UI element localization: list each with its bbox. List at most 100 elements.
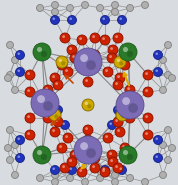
Circle shape xyxy=(70,150,80,160)
Circle shape xyxy=(67,4,74,11)
Circle shape xyxy=(123,47,128,52)
Circle shape xyxy=(43,101,53,111)
Circle shape xyxy=(120,143,130,153)
Circle shape xyxy=(109,122,112,125)
Circle shape xyxy=(57,60,67,70)
Circle shape xyxy=(122,62,125,65)
Circle shape xyxy=(69,17,72,20)
Circle shape xyxy=(119,112,122,115)
Circle shape xyxy=(143,87,153,97)
Circle shape xyxy=(77,167,87,177)
Circle shape xyxy=(169,144,176,152)
Circle shape xyxy=(159,56,166,63)
Circle shape xyxy=(67,45,77,55)
Circle shape xyxy=(54,114,58,118)
Circle shape xyxy=(27,89,30,92)
Circle shape xyxy=(117,75,120,78)
Circle shape xyxy=(67,16,77,24)
Circle shape xyxy=(145,89,148,92)
Circle shape xyxy=(67,166,77,174)
Circle shape xyxy=(72,55,75,58)
Circle shape xyxy=(123,150,128,155)
Circle shape xyxy=(59,59,62,62)
Circle shape xyxy=(119,61,123,65)
Circle shape xyxy=(114,56,126,68)
Circle shape xyxy=(36,174,43,181)
Circle shape xyxy=(65,69,68,72)
Circle shape xyxy=(127,115,130,118)
Circle shape xyxy=(51,16,59,24)
Circle shape xyxy=(100,167,110,177)
Circle shape xyxy=(27,132,30,135)
Circle shape xyxy=(51,179,59,185)
Circle shape xyxy=(127,4,134,11)
Circle shape xyxy=(90,50,100,60)
Circle shape xyxy=(82,1,88,9)
Circle shape xyxy=(119,17,122,20)
Circle shape xyxy=(90,163,100,173)
Circle shape xyxy=(62,165,65,168)
Circle shape xyxy=(109,55,112,58)
Circle shape xyxy=(116,109,128,121)
Circle shape xyxy=(69,47,72,50)
Circle shape xyxy=(92,52,95,55)
Circle shape xyxy=(86,148,96,158)
Circle shape xyxy=(82,179,88,185)
Circle shape xyxy=(63,67,73,77)
Circle shape xyxy=(12,56,19,63)
Circle shape xyxy=(62,122,65,125)
Circle shape xyxy=(15,68,25,77)
Circle shape xyxy=(120,60,130,70)
Circle shape xyxy=(25,130,35,140)
Circle shape xyxy=(80,54,88,62)
Circle shape xyxy=(110,47,113,50)
Circle shape xyxy=(27,72,30,75)
Circle shape xyxy=(125,85,135,95)
Circle shape xyxy=(115,35,118,38)
Circle shape xyxy=(49,109,61,121)
Circle shape xyxy=(102,169,105,172)
Circle shape xyxy=(12,171,19,179)
Circle shape xyxy=(143,130,153,140)
Circle shape xyxy=(117,129,120,132)
Circle shape xyxy=(51,9,59,16)
Circle shape xyxy=(85,102,88,105)
Circle shape xyxy=(50,73,60,83)
Circle shape xyxy=(113,117,123,127)
Circle shape xyxy=(45,115,48,118)
Circle shape xyxy=(90,33,100,43)
Circle shape xyxy=(153,51,163,60)
Circle shape xyxy=(43,85,53,95)
Circle shape xyxy=(122,145,125,148)
Circle shape xyxy=(50,127,60,137)
Circle shape xyxy=(145,132,148,135)
Circle shape xyxy=(121,114,125,118)
Circle shape xyxy=(69,167,72,170)
Circle shape xyxy=(122,97,130,105)
Circle shape xyxy=(143,113,153,123)
Circle shape xyxy=(164,71,171,78)
Circle shape xyxy=(116,107,118,110)
Circle shape xyxy=(17,155,20,158)
Circle shape xyxy=(103,133,113,143)
Circle shape xyxy=(108,120,116,130)
Circle shape xyxy=(159,171,166,179)
Circle shape xyxy=(61,61,66,65)
Circle shape xyxy=(65,135,68,138)
Circle shape xyxy=(51,166,59,174)
Circle shape xyxy=(103,67,113,77)
Circle shape xyxy=(142,1,148,9)
Circle shape xyxy=(105,135,108,138)
Circle shape xyxy=(153,68,163,77)
Circle shape xyxy=(74,48,102,76)
Circle shape xyxy=(119,167,122,170)
Circle shape xyxy=(103,167,105,170)
Circle shape xyxy=(143,70,153,80)
Circle shape xyxy=(164,127,171,134)
Circle shape xyxy=(33,43,51,61)
Circle shape xyxy=(63,133,73,143)
Circle shape xyxy=(85,79,88,82)
Circle shape xyxy=(127,154,133,160)
Circle shape xyxy=(55,119,58,122)
Circle shape xyxy=(102,37,105,40)
